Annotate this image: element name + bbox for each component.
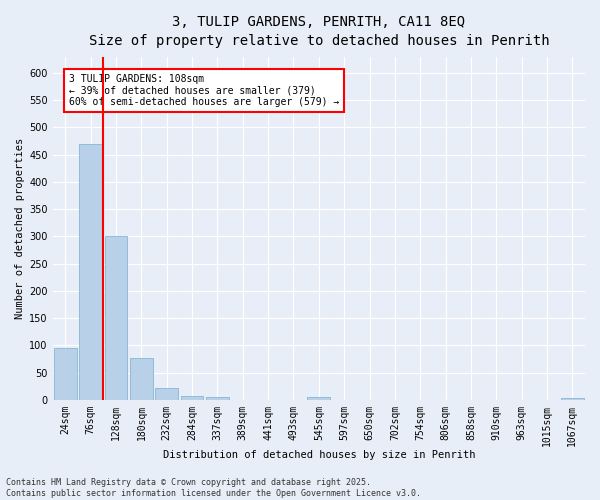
Bar xyxy=(79,144,102,400)
Bar xyxy=(561,398,584,400)
Y-axis label: Number of detached properties: Number of detached properties xyxy=(15,138,25,319)
Bar xyxy=(307,397,330,400)
Bar xyxy=(181,396,203,400)
Bar xyxy=(54,348,77,400)
Bar xyxy=(206,396,229,400)
Bar xyxy=(104,236,127,400)
Bar xyxy=(130,358,153,400)
Text: Contains HM Land Registry data © Crown copyright and database right 2025.
Contai: Contains HM Land Registry data © Crown c… xyxy=(6,478,421,498)
Title: 3, TULIP GARDENS, PENRITH, CA11 8EQ
Size of property relative to detached houses: 3, TULIP GARDENS, PENRITH, CA11 8EQ Size… xyxy=(89,15,549,48)
Bar xyxy=(155,388,178,400)
X-axis label: Distribution of detached houses by size in Penrith: Distribution of detached houses by size … xyxy=(163,450,475,460)
Text: 3 TULIP GARDENS: 108sqm
← 39% of detached houses are smaller (379)
60% of semi-d: 3 TULIP GARDENS: 108sqm ← 39% of detache… xyxy=(68,74,339,107)
